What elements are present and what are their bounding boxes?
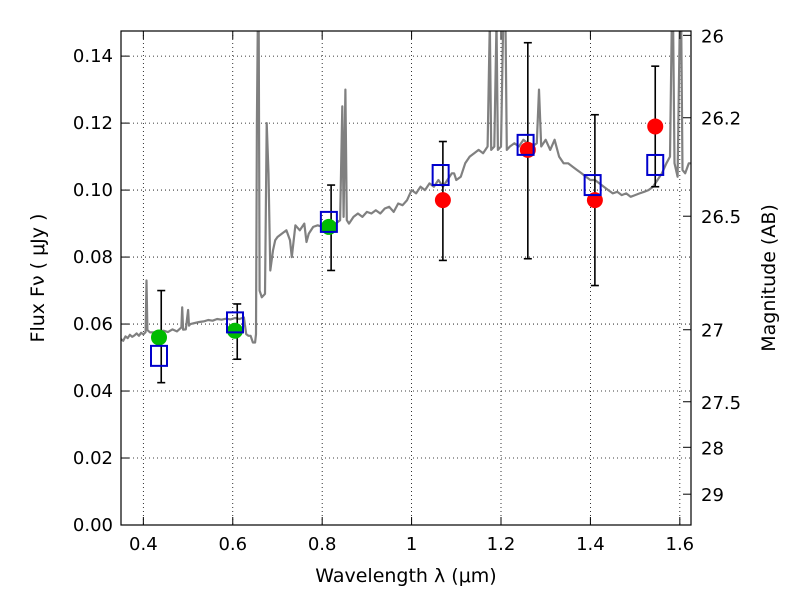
data-point (434, 192, 451, 209)
model-marker (319, 210, 338, 233)
model-marker (516, 133, 535, 156)
data-point (151, 329, 167, 346)
y2-tick-label: 27.5 (701, 393, 741, 414)
model-marker (150, 344, 168, 367)
y-tick-label: 0.12 (73, 113, 113, 134)
ticks: 0.4 0.6 0.8 1 1.2 1.4 1.6 0.00 0.02 0.04 0.06 0.08 0… (73, 26, 741, 555)
error-bars (150, 41, 665, 384)
y-tick-label: 0.08 (73, 247, 113, 268)
y-axis-title: Flux Fν ( μJy ) (27, 214, 49, 343)
model-marker (583, 174, 602, 197)
data-point (586, 192, 603, 209)
y2-tick-label: 26 (701, 26, 724, 47)
x-tick-label: 0.4 (129, 534, 158, 555)
y2-tick-label: 27 (701, 321, 724, 342)
y-tick-label: 0.00 (73, 515, 113, 536)
data-point (647, 118, 664, 135)
data-point (227, 322, 243, 339)
model-marker (226, 311, 244, 334)
y2-axis-title: Magnitude (AB) (758, 204, 780, 352)
y-tick-label: 0.04 (73, 381, 113, 402)
plot-background (121, 31, 691, 525)
x-tick-label: 1.4 (576, 534, 605, 555)
x-tick-label: 1.2 (487, 534, 516, 555)
x-tick-label: 1 (406, 534, 417, 555)
x-tick-label: 0.6 (218, 534, 247, 555)
model-marker (646, 153, 665, 176)
y-tick-label: 0.10 (73, 180, 113, 201)
data-layer (121, 31, 691, 344)
y2-tick-label: 29 (701, 485, 724, 506)
plot-frame (120, 30, 692, 526)
y2-tick-label: 26.5 (701, 207, 741, 228)
spectrum-line (121, 31, 691, 344)
x-tick-label: 0.8 (308, 534, 337, 555)
y-tick-label: 0.06 (73, 314, 113, 335)
model-marker (431, 164, 450, 187)
x-tick-label: 1.6 (666, 534, 695, 555)
y2-tick-label: 28 (701, 438, 724, 459)
x-axis-title: Wavelength λ (μm) (315, 565, 496, 587)
y2-tick-label: 26.2 (701, 109, 741, 130)
y-tick-label: 0.14 (73, 46, 113, 67)
y-tick-label: 0.02 (73, 448, 113, 469)
